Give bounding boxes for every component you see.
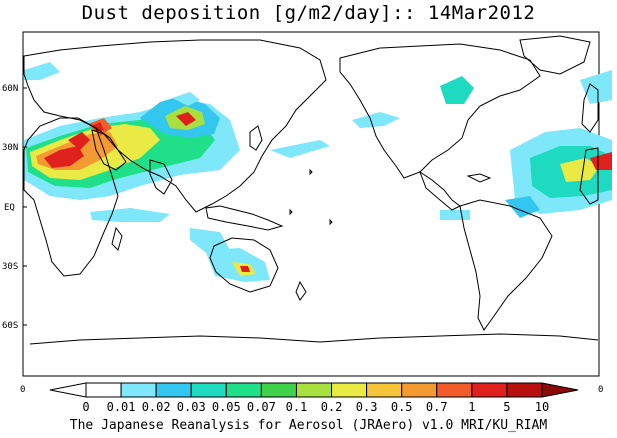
colorbar: 0 0.01 0.02 0.03 0.05 0.07 0.1 0.2 0.3 0.5 0.7 1 5 10…	[20, 382, 603, 414]
coastline-pacific-islands	[289, 168, 333, 226]
dust-plume-north-america	[440, 76, 474, 104]
lat-label-60n: 60N	[2, 84, 18, 94]
colorbar-level-label: 0.2	[321, 400, 343, 414]
lat-label-30s: 30S	[2, 262, 18, 272]
dust-core-australia	[240, 266, 250, 272]
dust-plume-pacific-streak	[352, 112, 400, 128]
coastline-caribbean	[466, 173, 492, 183]
coastline-japan	[249, 125, 263, 151]
dust-plume-atlantic-yellow	[560, 158, 600, 182]
colorbar-level-label: 5	[503, 400, 510, 414]
colorbar-segment	[436, 382, 473, 398]
coastline-madagascar	[111, 226, 123, 251]
coastline-south-america	[459, 199, 553, 331]
colorbar-segment	[120, 382, 157, 398]
map-title: Dust deposition [g/m2/day]:: 14Mar2012	[81, 2, 536, 24]
coastline-new-zealand	[295, 280, 307, 301]
dust-core-west-africa	[44, 146, 84, 168]
colorbar-level-label: 0.05	[212, 400, 241, 414]
colorbar-right-end-label: 0	[598, 385, 603, 395]
dust-core-atlantic	[590, 152, 612, 170]
dust-plume-north-pacific	[270, 140, 330, 158]
colorbar-segment	[295, 382, 333, 398]
colorbar-segment	[260, 382, 297, 398]
dust-plume-atlantic-south	[440, 210, 470, 220]
colorbar-segment	[471, 382, 508, 398]
coastline-africa	[23, 117, 119, 277]
lat-label-30n: 30N	[2, 143, 18, 153]
colorbar-segment	[366, 382, 403, 398]
latitude-axis: 60N 30N EQ 30S 60S	[2, 84, 27, 331]
colorbar-level-label: 0	[82, 400, 89, 414]
colorbar-level-label: 0.02	[142, 400, 171, 414]
lat-label-60s: 60S	[2, 321, 18, 331]
colorbar-level-label: 0.03	[177, 400, 206, 414]
coastline-antarctica	[29, 333, 599, 345]
dust-band-indian-ocean	[190, 228, 230, 256]
colorbar-level-label: 0.5	[391, 400, 413, 414]
coastline-australia	[209, 237, 279, 293]
dust-core-iran	[92, 122, 104, 132]
colorbar-segment	[190, 382, 227, 398]
colorbar-left-end-label: 0	[20, 385, 25, 395]
data-credit: The Japanese Reanalysis for Aerosol (JRA…	[69, 418, 548, 433]
colorbar-level-label: 0.1	[286, 400, 308, 414]
colorbar-level-label: 1	[468, 400, 475, 414]
colorbar-level-label: 0.3	[356, 400, 378, 414]
lat-label-eq: EQ	[4, 203, 15, 213]
dust-plume-high-latitude	[24, 62, 60, 80]
colorbar-level-label: 10	[535, 400, 549, 414]
colorbar-segment	[331, 382, 368, 398]
coastline-north-america	[339, 43, 541, 179]
colorbar-segment	[85, 382, 122, 398]
dust-plume-caribbean	[505, 196, 540, 218]
coastline-africa-east-wrap	[579, 147, 599, 205]
colorbar-level-label: 0.01	[107, 400, 136, 414]
coastline-india	[149, 159, 173, 195]
coastlines	[23, 35, 599, 345]
dust-plume-mongolia	[172, 92, 200, 106]
colorbar-left-arrow	[49, 382, 87, 398]
coastline-indonesia	[205, 205, 284, 231]
coastline-greenland	[519, 35, 591, 75]
colorbar-segment	[401, 382, 438, 398]
colorbar-segment	[506, 382, 543, 398]
dust-core-arabia	[68, 132, 90, 150]
colorbar-level-label: 0.7	[426, 400, 448, 414]
dust-core-taklimakan	[176, 112, 196, 126]
dust-plume-arctic-east	[580, 70, 612, 104]
coastline-arabia	[91, 129, 127, 171]
colorbar-segment	[155, 382, 192, 398]
coastline-eurasia	[23, 39, 327, 213]
colorbar-right-arrow	[541, 382, 579, 398]
colorbar-level-label: 0.07	[247, 400, 276, 414]
colorbar-segment	[225, 382, 262, 398]
coastline-europe-west	[581, 83, 599, 133]
